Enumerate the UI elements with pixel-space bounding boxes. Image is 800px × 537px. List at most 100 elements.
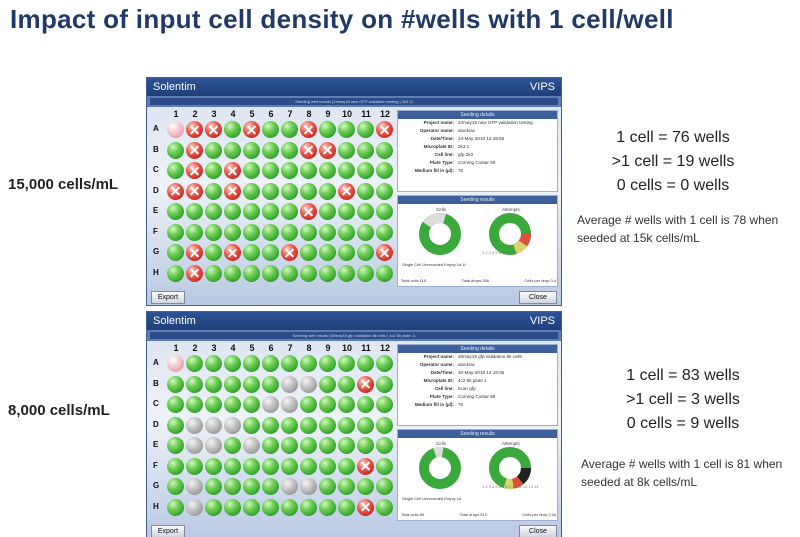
single-cell-well[interactable] [186,355,203,372]
single-cell-well[interactable] [243,457,260,475]
single-cell-well[interactable] [243,162,260,179]
single-cell-well[interactable] [300,223,317,241]
multi-cell-well[interactable] [186,121,203,138]
single-cell-well[interactable] [357,141,374,159]
single-cell-well[interactable] [300,396,317,413]
empty-well[interactable] [243,437,260,454]
single-cell-well[interactable] [224,437,241,454]
single-cell-well[interactable] [224,498,241,516]
single-cell-well[interactable] [338,416,355,434]
single-cell-well[interactable] [167,264,184,282]
single-cell-well[interactable] [376,498,393,516]
single-cell-well[interactable] [224,141,241,159]
selected-well[interactable] [167,121,184,138]
multi-cell-well[interactable] [243,121,260,138]
single-cell-well[interactable] [205,478,222,495]
single-cell-well[interactable] [167,478,184,495]
empty-well[interactable] [186,437,203,454]
single-cell-well[interactable] [376,457,393,475]
multi-cell-well[interactable] [300,203,317,220]
single-cell-well[interactable] [243,416,260,434]
single-cell-well[interactable] [357,244,374,261]
multi-cell-well[interactable] [300,141,317,159]
single-cell-well[interactable] [357,203,374,220]
single-cell-well[interactable] [357,478,374,495]
multi-cell-well[interactable] [167,182,184,200]
single-cell-well[interactable] [205,375,222,393]
single-cell-well[interactable] [167,162,184,179]
multi-cell-well[interactable] [224,182,241,200]
single-cell-well[interactable] [376,182,393,200]
single-cell-well[interactable] [224,264,241,282]
single-cell-well[interactable] [167,375,184,393]
single-cell-well[interactable] [357,416,374,434]
single-cell-well[interactable] [224,121,241,138]
empty-well[interactable] [186,416,203,434]
single-cell-well[interactable] [167,223,184,241]
single-cell-well[interactable] [205,264,222,282]
single-cell-well[interactable] [243,396,260,413]
single-cell-well[interactable] [338,457,355,475]
single-cell-well[interactable] [262,478,279,495]
single-cell-well[interactable] [357,182,374,200]
empty-well[interactable] [224,416,241,434]
single-cell-well[interactable] [319,396,336,413]
multi-cell-well[interactable] [376,244,393,261]
multi-cell-well[interactable] [224,162,241,179]
single-cell-well[interactable] [167,396,184,413]
single-cell-well[interactable] [376,141,393,159]
single-cell-well[interactable] [243,141,260,159]
single-cell-well[interactable] [319,355,336,372]
multi-cell-well[interactable] [300,121,317,138]
single-cell-well[interactable] [338,498,355,516]
single-cell-well[interactable] [319,203,336,220]
close-button[interactable]: Close [519,291,557,304]
single-cell-well[interactable] [357,264,374,282]
single-cell-well[interactable] [376,437,393,454]
single-cell-well[interactable] [224,223,241,241]
single-cell-well[interactable] [376,264,393,282]
multi-cell-well[interactable] [357,498,374,516]
single-cell-well[interactable] [376,375,393,393]
single-cell-well[interactable] [186,203,203,220]
empty-well[interactable] [186,498,203,516]
single-cell-well[interactable] [281,121,298,138]
empty-well[interactable] [262,396,279,413]
single-cell-well[interactable] [281,182,298,200]
single-cell-well[interactable] [338,244,355,261]
multi-cell-well[interactable] [186,264,203,282]
empty-well[interactable] [281,478,298,495]
single-cell-well[interactable] [262,121,279,138]
single-cell-well[interactable] [338,121,355,138]
single-cell-well[interactable] [262,244,279,261]
single-cell-well[interactable] [262,355,279,372]
single-cell-well[interactable] [205,223,222,241]
empty-well[interactable] [281,396,298,413]
single-cell-well[interactable] [281,203,298,220]
single-cell-well[interactable] [167,437,184,454]
single-cell-well[interactable] [281,498,298,516]
multi-cell-well[interactable] [186,182,203,200]
single-cell-well[interactable] [262,141,279,159]
single-cell-well[interactable] [262,416,279,434]
single-cell-well[interactable] [262,162,279,179]
multi-cell-well[interactable] [281,244,298,261]
single-cell-well[interactable] [281,457,298,475]
single-cell-well[interactable] [243,203,260,220]
single-cell-well[interactable] [243,498,260,516]
single-cell-well[interactable] [224,457,241,475]
single-cell-well[interactable] [357,437,374,454]
single-cell-well[interactable] [376,416,393,434]
single-cell-well[interactable] [319,244,336,261]
multi-cell-well[interactable] [186,162,203,179]
single-cell-well[interactable] [376,478,393,495]
single-cell-well[interactable] [319,437,336,454]
single-cell-well[interactable] [205,396,222,413]
single-cell-well[interactable] [357,355,374,372]
single-cell-well[interactable] [338,355,355,372]
single-cell-well[interactable] [205,457,222,475]
single-cell-well[interactable] [338,478,355,495]
single-cell-well[interactable] [281,416,298,434]
empty-well[interactable] [300,478,317,495]
selected-well[interactable] [167,355,184,372]
